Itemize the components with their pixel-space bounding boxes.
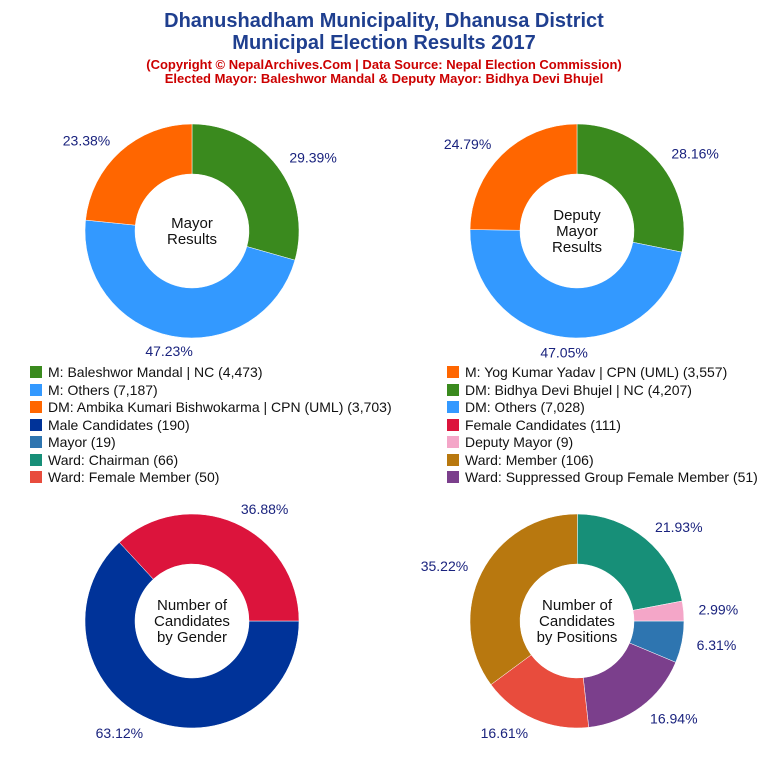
slice-percent-label: 35.22% bbox=[421, 558, 468, 574]
donut-center-label: by Gender bbox=[157, 629, 227, 646]
slice-percent-label: 21.93% bbox=[655, 519, 702, 535]
legend-item: Male Candidates (190) bbox=[30, 417, 190, 435]
slice-percent-label: 47.23% bbox=[145, 343, 192, 359]
donut-slice bbox=[469, 513, 578, 685]
donut-center-label: Deputy bbox=[553, 207, 601, 224]
legend-label: Ward: Member (106) bbox=[465, 451, 594, 468]
donut-slice bbox=[84, 219, 296, 339]
legend-item: Deputy Mayor (9) bbox=[447, 434, 573, 452]
donut-center-label: Candidates bbox=[539, 613, 615, 630]
page-title-line1: Dhanushadham Municipality, Dhanusa Distr… bbox=[164, 10, 604, 32]
donut-center-label: Mayor bbox=[171, 215, 213, 232]
legend-swatch bbox=[30, 383, 42, 396]
donut-slice bbox=[632, 600, 685, 622]
legend-label: DM: Ambika Kumari Bishwokarma | CPN (UML… bbox=[48, 399, 392, 415]
donut-center-label: Candidates bbox=[154, 613, 230, 630]
slice-percent-label: 24.79% bbox=[444, 136, 491, 152]
legend-item: M: Others (7,187) bbox=[30, 382, 158, 400]
legend-label: M: Baleshwor Mandal | NC (4,473) bbox=[48, 364, 263, 380]
donut-slice bbox=[85, 123, 193, 226]
legend-item: Female Candidates (111) bbox=[447, 417, 621, 435]
legend-label: DM: Others (7,028) bbox=[465, 399, 585, 415]
page-title-line2: Municipal Election Results 2017 bbox=[232, 32, 536, 54]
slice-percent-label: 36.88% bbox=[241, 501, 288, 517]
legend-item: DM: Bidhya Devi Bhujel | NC (4,207) bbox=[447, 382, 692, 400]
donut-slice bbox=[469, 229, 683, 339]
legend-swatch bbox=[30, 436, 42, 448]
legend-swatch bbox=[447, 366, 459, 378]
legend-swatch bbox=[30, 401, 42, 413]
legend-label: M: Others (7,187) bbox=[48, 381, 158, 398]
legend-item: M: Baleshwor Mandal | NC (4,473) bbox=[30, 364, 263, 382]
donut-center-label: Number of bbox=[542, 597, 613, 614]
legend-label: Ward: Female Member (50) bbox=[48, 469, 220, 485]
legend-swatch bbox=[447, 401, 459, 413]
slice-percent-label: 47.05% bbox=[540, 344, 587, 360]
legend-swatch bbox=[447, 418, 459, 431]
donut-center-label: Number of bbox=[157, 597, 228, 614]
legend-item: Ward: Member (106) bbox=[447, 452, 594, 470]
legend-item: Ward: Chairman (66) bbox=[30, 452, 178, 470]
legend-item: M: Yog Kumar Yadav | CPN (UML) (3,557) bbox=[447, 364, 727, 382]
legend-label: Mayor (19) bbox=[48, 434, 116, 450]
legend-item: DM: Ambika Kumari Bishwokarma | CPN (UML… bbox=[30, 399, 392, 417]
legend-label: Deputy Mayor (9) bbox=[465, 434, 574, 450]
slice-percent-label: 6.31% bbox=[697, 637, 737, 653]
legend-swatch bbox=[447, 453, 459, 466]
legend-label: Male Candidates (190) bbox=[48, 416, 190, 433]
donut-center-label: Mayor bbox=[556, 223, 598, 240]
slice-percent-label: 2.99% bbox=[698, 602, 738, 618]
legend-label: Ward: Suppressed Group Female Member (51… bbox=[465, 469, 758, 485]
donut-slice bbox=[191, 123, 300, 261]
legend-swatch bbox=[30, 453, 42, 466]
legend-item: Ward: Suppressed Group Female Member (51… bbox=[447, 469, 758, 487]
slice-percent-label: 16.94% bbox=[650, 711, 697, 727]
donut-slice bbox=[119, 513, 300, 622]
legend-swatch bbox=[30, 366, 42, 378]
donut-slice bbox=[469, 123, 578, 231]
slice-percent-label: 63.12% bbox=[96, 725, 143, 741]
legend-label: M: Yog Kumar Yadav | CPN (UML) (3,557) bbox=[465, 364, 728, 380]
legend-swatch bbox=[447, 383, 459, 396]
slice-percent-label: 23.38% bbox=[63, 132, 110, 148]
legend-swatch bbox=[447, 471, 459, 483]
slice-percent-label: 28.16% bbox=[671, 146, 718, 162]
page-subtitle-line2: Elected Mayor: Baleshwor Mandal & Deputy… bbox=[164, 71, 604, 86]
donut-slice bbox=[576, 123, 685, 253]
donut-slice bbox=[84, 542, 300, 729]
legend-swatch bbox=[447, 436, 459, 448]
slice-percent-label: 16.61% bbox=[481, 725, 528, 741]
legend-label: Female Candidates (111) bbox=[465, 416, 621, 433]
legend-item: Mayor (19) bbox=[30, 434, 116, 452]
donut-center-label: Results bbox=[167, 231, 217, 248]
legend-label: Ward: Chairman (66) bbox=[48, 451, 179, 468]
legend-label: DM: Bidhya Devi Bhujel | NC (4,207) bbox=[465, 381, 692, 398]
legend-swatch bbox=[30, 418, 42, 431]
page-subtitle-line1: (Copyright © NepalArchives.Com | Data So… bbox=[146, 57, 622, 72]
legend-swatch bbox=[30, 471, 42, 483]
legend-item: Ward: Female Member (50) bbox=[30, 469, 219, 487]
legend-item: DM: Others (7,028) bbox=[447, 399, 585, 417]
donut-slice bbox=[577, 513, 683, 611]
donut-center-label: Results bbox=[552, 239, 602, 256]
donut-center-label: by Positions bbox=[537, 629, 618, 646]
slice-percent-label: 29.39% bbox=[289, 149, 336, 165]
